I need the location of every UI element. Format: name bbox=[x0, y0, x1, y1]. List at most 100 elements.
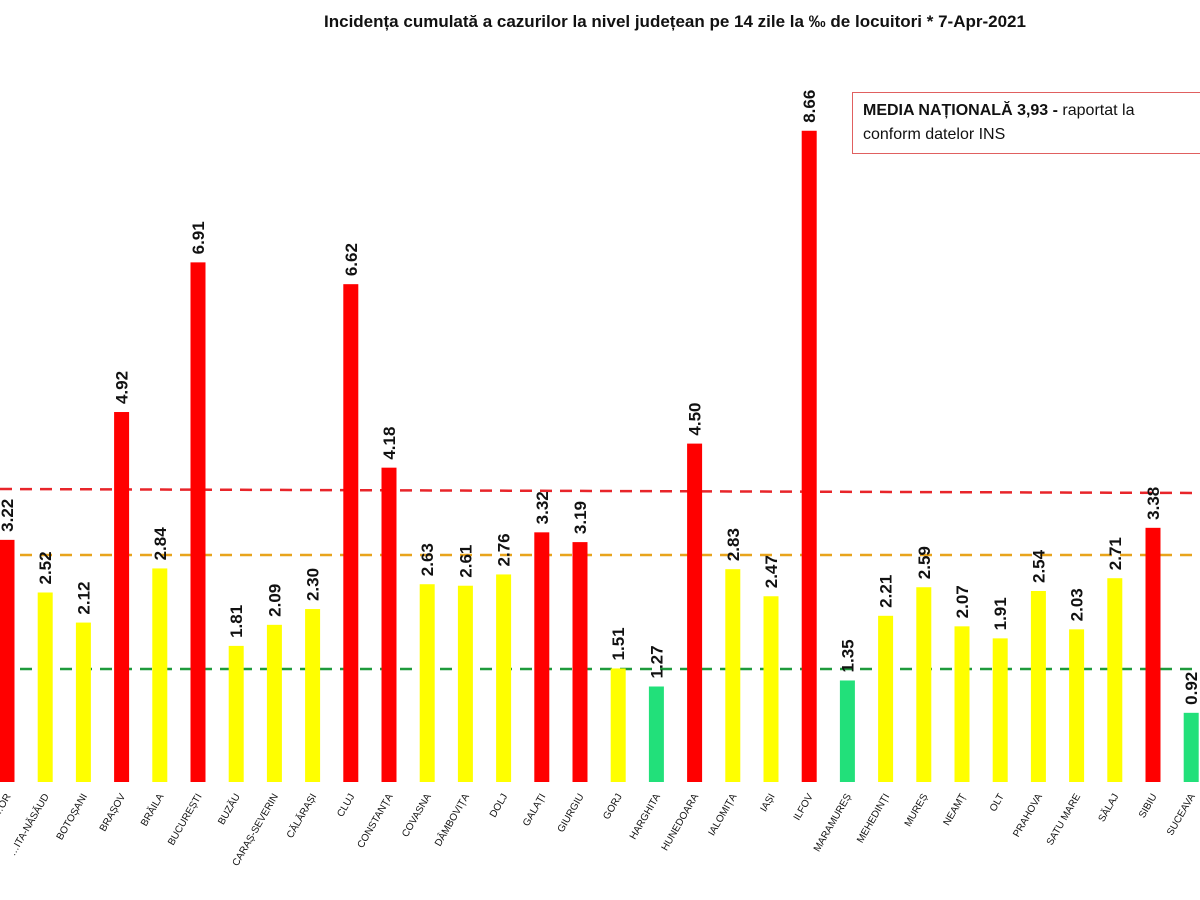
data-label: 1.91 bbox=[991, 597, 1010, 630]
data-label: 2.83 bbox=[724, 528, 743, 561]
bar bbox=[266, 624, 282, 782]
data-label: 8.66 bbox=[800, 90, 819, 123]
category-label: GORJ bbox=[601, 792, 624, 822]
data-label: 2.59 bbox=[915, 546, 934, 579]
category-label: GALAȚI bbox=[521, 792, 548, 828]
bar bbox=[305, 609, 321, 782]
bar bbox=[954, 626, 970, 782]
data-label: 1.51 bbox=[609, 627, 628, 660]
category-label: COVASNA bbox=[400, 792, 434, 839]
bar bbox=[190, 262, 206, 782]
data-label: 4.18 bbox=[380, 427, 399, 460]
data-label: 6.62 bbox=[342, 243, 361, 276]
data-label: 0.92 bbox=[1182, 672, 1200, 705]
bar bbox=[610, 668, 626, 782]
category-label: CLUJ bbox=[335, 792, 357, 819]
callout-rest: raportat la bbox=[1057, 102, 1135, 119]
category-label: MARAMUREȘ bbox=[812, 792, 854, 854]
bar bbox=[114, 412, 130, 782]
bar bbox=[228, 645, 244, 782]
category-label: BOTOȘANI bbox=[55, 792, 90, 842]
data-label: 1.35 bbox=[838, 639, 857, 672]
bar bbox=[381, 467, 397, 782]
category-label: SATU MARE bbox=[1045, 792, 1083, 848]
category-label: BRĂILA bbox=[137, 791, 166, 829]
data-label: 2.30 bbox=[304, 568, 323, 601]
category-label: PRAHOVA bbox=[1011, 792, 1045, 839]
data-label: 3.19 bbox=[571, 501, 590, 534]
threshold-line bbox=[0, 487, 1200, 495]
category-label: MUREȘ bbox=[903, 792, 931, 829]
bar bbox=[763, 596, 779, 782]
data-label: 2.54 bbox=[1029, 549, 1048, 583]
bar bbox=[0, 539, 15, 782]
data-label: 2.84 bbox=[151, 527, 170, 561]
category-label: DOLJ bbox=[488, 792, 510, 820]
callout-bold: MEDIA NAȚIONALĂ 3,93 - bbox=[863, 102, 1058, 119]
data-label: 2.09 bbox=[265, 584, 284, 617]
category-label: BRAȘOV bbox=[98, 792, 129, 834]
category-label: CONSTANȚA bbox=[356, 792, 396, 851]
data-label: 4.92 bbox=[113, 371, 132, 404]
callout-line-2: conform datelor INS bbox=[863, 126, 1006, 143]
bar bbox=[992, 638, 1008, 782]
bar bbox=[1069, 629, 1085, 782]
category-label: HARGHITA bbox=[628, 792, 663, 842]
data-label: 1.27 bbox=[647, 645, 666, 678]
data-label: 2.03 bbox=[1068, 588, 1087, 621]
bar bbox=[152, 568, 168, 782]
data-label: 2.71 bbox=[1106, 537, 1125, 570]
bar bbox=[419, 584, 435, 782]
callout-line-1: MEDIA NAȚIONALĂ 3,93 - raportat la bbox=[863, 99, 1200, 123]
bar bbox=[457, 585, 473, 782]
data-label: 2.61 bbox=[456, 545, 475, 578]
category-label: …OR bbox=[0, 792, 14, 819]
bar bbox=[687, 443, 703, 782]
data-label: 2.63 bbox=[418, 543, 437, 576]
data-label: 3.38 bbox=[1144, 487, 1163, 520]
data-label: 4.50 bbox=[686, 403, 705, 436]
bar bbox=[839, 680, 855, 782]
bar bbox=[916, 587, 932, 782]
national-average-callout: MEDIA NAȚIONALĂ 3,93 - raportat la confo… bbox=[852, 92, 1200, 154]
bar bbox=[37, 592, 53, 782]
category-label: MEHEDINȚI bbox=[855, 792, 892, 845]
bar bbox=[648, 686, 664, 782]
bar bbox=[75, 622, 91, 782]
category-label: NEAMȚ bbox=[942, 792, 969, 828]
chart-title: Incidența cumulată a cazurilor la nivel … bbox=[324, 12, 1026, 31]
bar bbox=[801, 130, 817, 782]
category-label: ILFOV bbox=[792, 792, 816, 823]
category-label: …ITA-NĂSĂUD bbox=[6, 791, 52, 858]
data-label: 2.47 bbox=[762, 555, 781, 588]
category-label: IALOMIȚA bbox=[707, 792, 740, 838]
data-label: 3.32 bbox=[533, 491, 552, 524]
data-label: 6.91 bbox=[189, 221, 208, 254]
bar bbox=[878, 615, 894, 782]
bar bbox=[1107, 578, 1123, 782]
category-label: BUCUREȘTI bbox=[166, 792, 204, 848]
category-label: BUZĂU bbox=[215, 791, 243, 827]
bar bbox=[572, 542, 588, 782]
bar bbox=[1183, 712, 1199, 782]
bar bbox=[534, 532, 550, 782]
data-label: 2.21 bbox=[877, 575, 896, 608]
data-label: 2.12 bbox=[74, 581, 93, 614]
bar bbox=[343, 284, 359, 782]
category-label: SĂLAJ bbox=[1095, 791, 1122, 824]
data-label: 2.52 bbox=[36, 551, 55, 584]
category-label: DÂMBOVIȚA bbox=[431, 791, 472, 849]
category-label: SIBIU bbox=[1137, 792, 1160, 820]
bar bbox=[725, 569, 741, 782]
bar bbox=[496, 574, 512, 782]
bar bbox=[1030, 590, 1046, 782]
bar bbox=[1145, 527, 1161, 782]
data-label: 2.07 bbox=[953, 585, 972, 618]
category-label: OLT bbox=[988, 792, 1007, 814]
data-label: 2.76 bbox=[495, 533, 514, 566]
data-label: 3.22 bbox=[0, 499, 17, 532]
category-label: SUCEAVA bbox=[1165, 792, 1198, 838]
category-label: CĂLĂRAȘI bbox=[283, 791, 319, 840]
category-label: GIURGIU bbox=[556, 792, 587, 835]
